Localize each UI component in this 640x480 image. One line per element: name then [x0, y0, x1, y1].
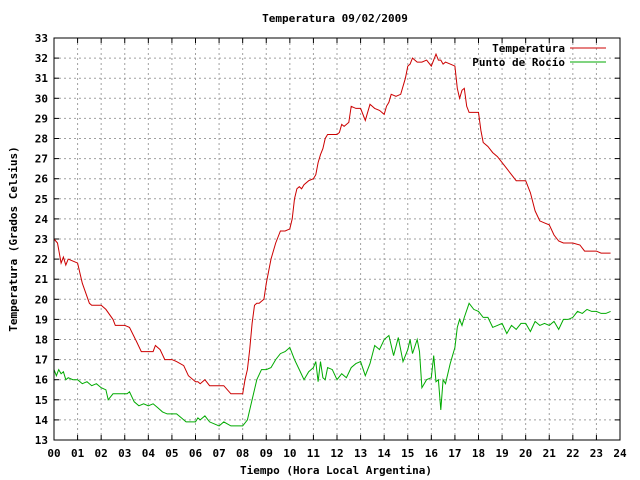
x-tick-label: 23	[590, 447, 603, 460]
legend-label-temperatura: Temperatura	[492, 42, 565, 55]
y-tick-label: 28	[35, 133, 48, 146]
y-tick-label: 18	[35, 334, 48, 347]
chart-title: Temperatura 09/02/2009	[262, 12, 408, 25]
x-tick-label: 13	[354, 447, 367, 460]
x-tick-label: 17	[448, 447, 461, 460]
y-tick-label: 27	[35, 153, 48, 166]
x-tick-label: 03	[118, 447, 131, 460]
y-tick-label: 16	[35, 374, 49, 387]
y-tick-label: 14	[35, 414, 49, 427]
x-tick-label: 16	[425, 447, 439, 460]
y-tick-label: 30	[35, 92, 48, 105]
y-tick-label: 23	[35, 233, 48, 246]
x-tick-label: 24	[613, 447, 627, 460]
x-tick-label: 06	[189, 447, 203, 460]
x-tick-label: 21	[543, 447, 557, 460]
x-tick-label: 02	[95, 447, 108, 460]
x-tick-label: 07	[212, 447, 225, 460]
x-tick-label: 08	[236, 447, 249, 460]
legend: Temperatura Punto de Rocío	[472, 42, 606, 69]
y-tick-label: 22	[35, 253, 48, 266]
y-tick-label: 19	[35, 313, 48, 326]
y-tick-label: 21	[35, 273, 49, 286]
x-tick-label: 10	[283, 447, 296, 460]
y-tick-label: 31	[35, 72, 49, 85]
series-line-temperatura	[53, 52, 611, 395]
series-lines	[53, 52, 611, 427]
x-tick-label: 15	[401, 447, 414, 460]
y-tick-label: 32	[35, 52, 48, 65]
y-tick-label: 29	[35, 112, 48, 125]
x-tick-label: 20	[519, 447, 532, 460]
y-tick-label: 33	[35, 32, 48, 45]
x-tick-label: 18	[472, 447, 485, 460]
x-tick-labels: 00 01 02 03 04 05 06 07 08 09 10 11 12 13 14 15 16 17 18 19…	[47, 447, 627, 460]
x-tick-label: 04	[142, 447, 156, 460]
y-tick-label: 25	[35, 193, 48, 206]
x-tick-label: 01	[71, 447, 85, 460]
x-tick-label: 12	[330, 447, 343, 460]
y-tick-label: 13	[35, 434, 48, 447]
y-axis-label: Temperatura (Grados Celsius)	[7, 146, 20, 331]
y-tick-labels: 13 14 15 16 17 18 19 20 21 22 23 24 25 26 27 28 29 30 31 32…	[35, 32, 49, 447]
y-tick-label: 15	[35, 394, 48, 407]
x-tick-label: 05	[165, 447, 178, 460]
x-tick-label: 19	[495, 447, 508, 460]
x-tick-label: 22	[566, 447, 579, 460]
legend-label-punto-de-rocio: Punto de Rocío	[472, 56, 565, 69]
x-tick-label: 11	[307, 447, 321, 460]
series-line-punto-de-rocio	[53, 302, 611, 427]
y-tick-label: 20	[35, 293, 48, 306]
x-axis-label: Tiempo (Hora Local Argentina)	[240, 464, 432, 477]
x-tick-label: 14	[378, 447, 392, 460]
y-tick-label: 24	[35, 213, 49, 226]
plot-frame	[53, 37, 621, 441]
y-tick-label: 17	[35, 354, 48, 367]
x-tick-label: 09	[260, 447, 273, 460]
y-tick-label: 26	[35, 173, 49, 186]
grid	[54, 38, 620, 440]
x-tick-label: 00	[47, 447, 60, 460]
